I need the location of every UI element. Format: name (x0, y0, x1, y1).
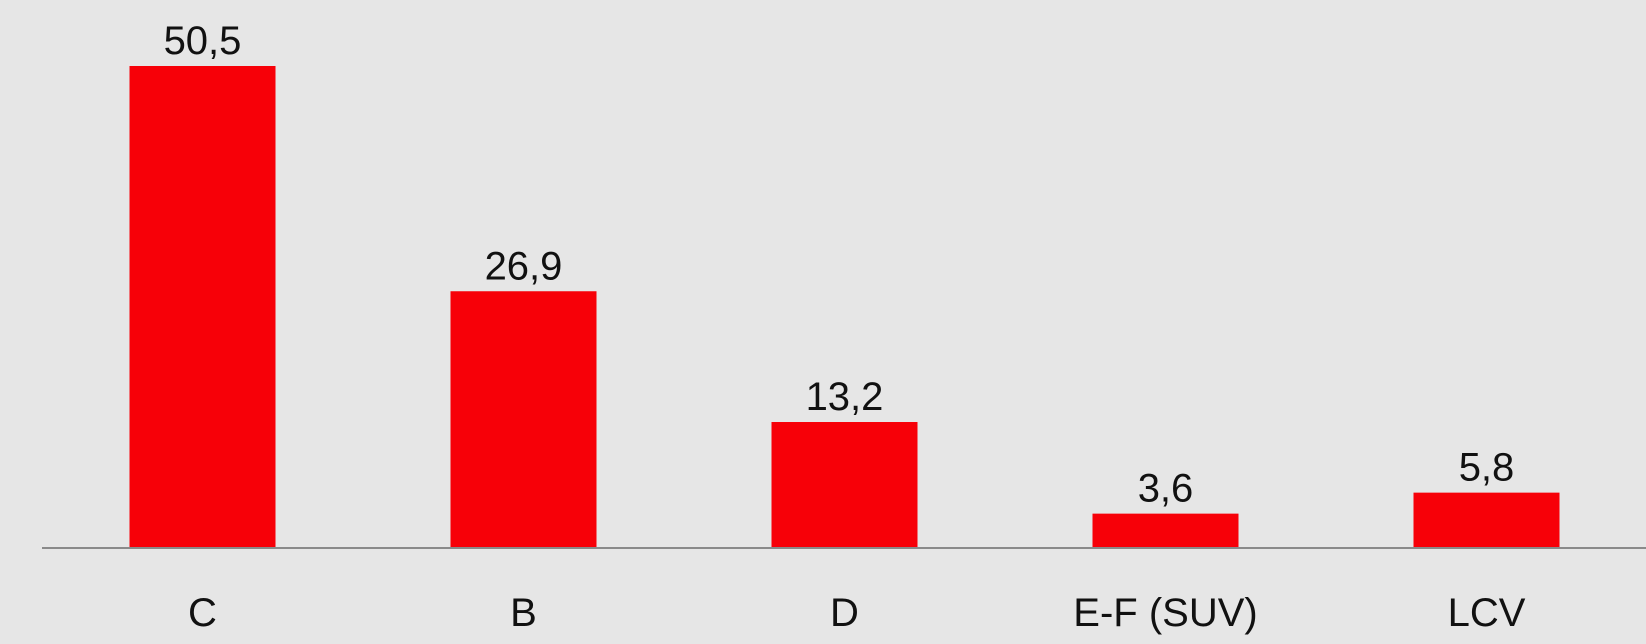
bar (450, 291, 597, 548)
bar (1092, 513, 1239, 548)
bar (129, 66, 276, 548)
x-tick-label: E-F (SUV) (1073, 591, 1257, 635)
bar (771, 422, 918, 548)
data-label: 3,6 (1138, 467, 1194, 511)
x-tick-label: D (830, 591, 859, 635)
data-label: 5,8 (1459, 446, 1515, 490)
data-label: 50,5 (164, 19, 242, 63)
data-label: 13,2 (806, 375, 884, 419)
x-tick-label: B (510, 591, 537, 635)
x-tick-label: LCV (1448, 591, 1526, 635)
x-tick-label: C (188, 591, 217, 635)
data-label: 26,9 (485, 244, 563, 288)
bar (1413, 492, 1560, 548)
